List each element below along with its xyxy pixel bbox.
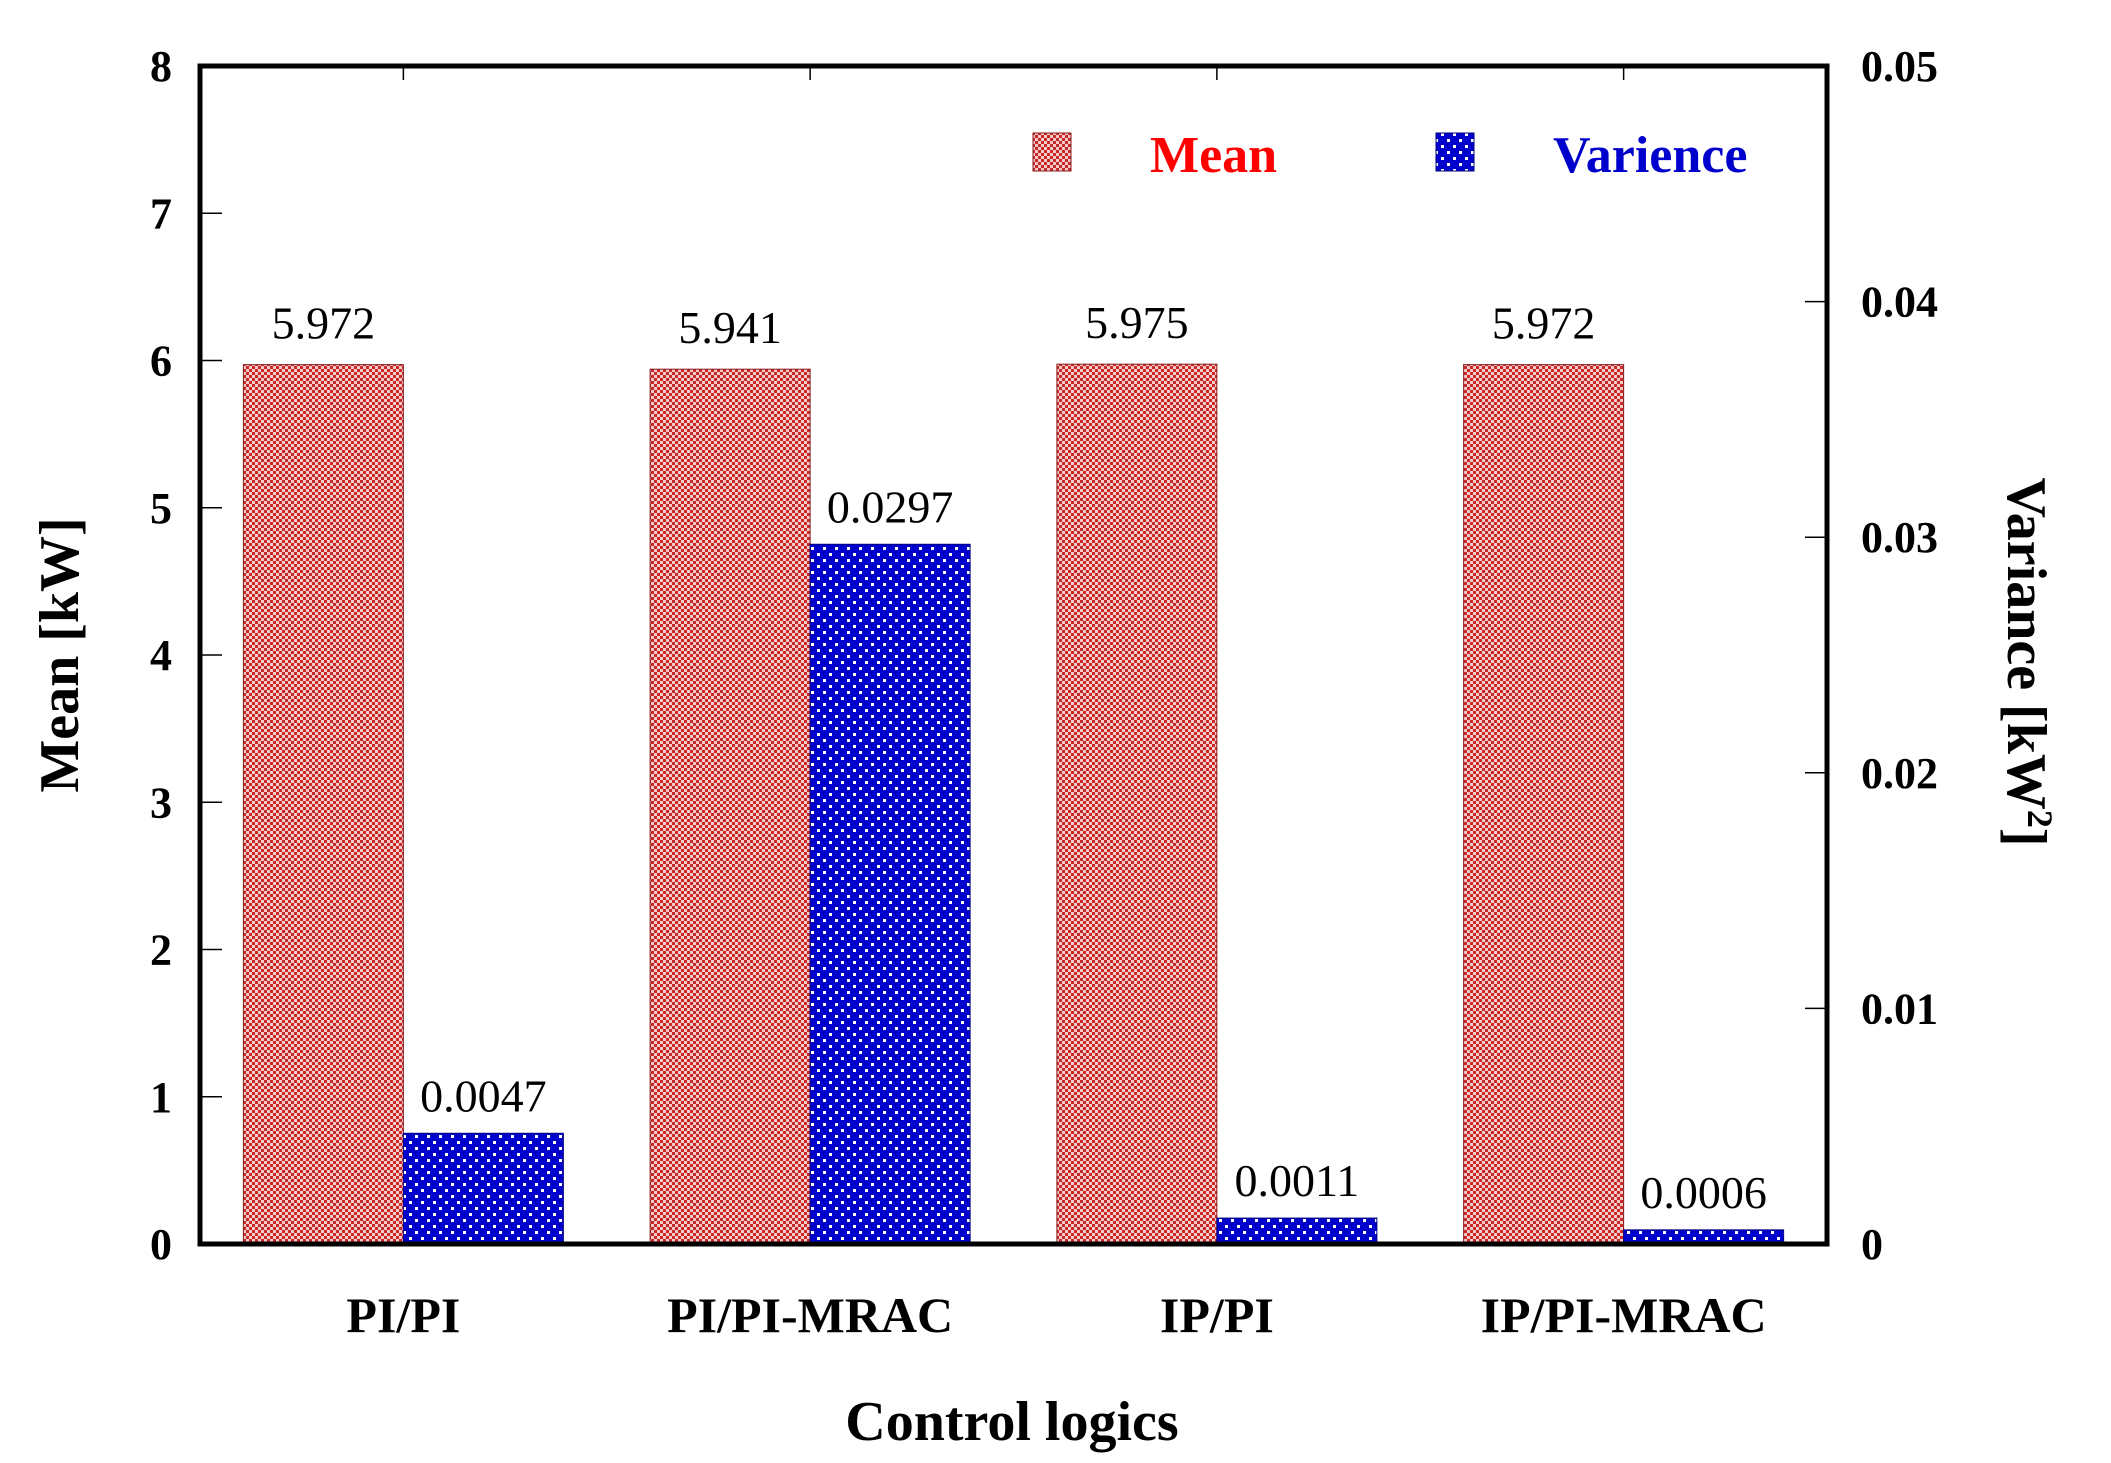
right-tick-label: 0 xyxy=(1861,1220,1883,1269)
left-tick-label: 0 xyxy=(150,1220,172,1269)
data-label-mean: 5.975 xyxy=(1085,297,1189,348)
data-label-varience: 0.0297 xyxy=(827,481,954,532)
category-label: IP/PI-MRAC xyxy=(1481,1287,1767,1343)
bar-mean xyxy=(649,368,811,1245)
category-label: IP/PI xyxy=(1160,1287,1274,1343)
bars xyxy=(242,363,1785,1245)
left-tick-label: 7 xyxy=(150,189,172,238)
plot-frame xyxy=(197,63,1830,1247)
left-tick-label: 6 xyxy=(150,337,172,386)
data-label-varience: 0.0006 xyxy=(1640,1167,1767,1218)
left-tick-label: 8 xyxy=(150,42,172,91)
bar-mean xyxy=(1463,364,1625,1245)
left-tick-label: 5 xyxy=(150,484,172,533)
bar-varience xyxy=(402,1132,564,1245)
legend-label-mean: Mean xyxy=(1150,127,1277,184)
legend-swatch-varience xyxy=(1435,132,1475,172)
right-tick-label: 0.02 xyxy=(1861,749,1938,798)
bar-varience xyxy=(809,543,971,1245)
bar-mean xyxy=(242,364,404,1245)
left-tick-label: 3 xyxy=(150,778,172,827)
left-tick-labels: 0 1 2 3 4 5 6 7 8 xyxy=(150,42,172,1269)
y-axis-left-title: Mean [kW] xyxy=(29,517,91,792)
right-tick-label: 0.03 xyxy=(1861,513,1938,562)
data-label-mean: 5.972 xyxy=(1492,298,1596,349)
right-tick-labels: 0 0.01 0.02 0.03 0.04 0.05 xyxy=(1861,42,1938,1269)
legend-label-varience: Varience xyxy=(1553,127,1747,184)
right-tick-label: 0.05 xyxy=(1861,42,1938,91)
right-tick-label: 0.01 xyxy=(1861,984,1938,1033)
category-label: PI/PI-MRAC xyxy=(667,1287,953,1343)
category-labels: PI/PI PI/PI-MRAC IP/PI IP/PI-MRAC xyxy=(346,1287,1766,1343)
left-tick-label: 1 xyxy=(150,1073,172,1122)
data-label-varience: 0.0011 xyxy=(1234,1155,1359,1206)
legend-swatch-mean xyxy=(1032,132,1072,172)
x-axis-title: Control logics xyxy=(845,1391,1178,1453)
y-axis-right-title-sup: 2 xyxy=(2020,810,2060,828)
data-labels: 5.972 0.0047 5.941 0.0297 5.975 0.0011 5.972 0.… xyxy=(272,297,1767,1218)
left-tick-label: 4 xyxy=(150,631,172,680)
legend: Mean Varience xyxy=(1032,127,1747,184)
bar-varience xyxy=(1216,1217,1378,1245)
data-label-mean: 5.941 xyxy=(678,302,782,353)
data-label-varience: 0.0047 xyxy=(420,1070,547,1121)
category-label: PI/PI xyxy=(346,1287,460,1343)
bar-mean xyxy=(1056,363,1218,1245)
right-tick-label: 0.04 xyxy=(1861,278,1938,327)
left-tick-label: 2 xyxy=(150,926,172,975)
y-axis-right-title: Variance [kW2] xyxy=(1995,477,2060,846)
data-label-mean: 5.972 xyxy=(272,298,376,349)
